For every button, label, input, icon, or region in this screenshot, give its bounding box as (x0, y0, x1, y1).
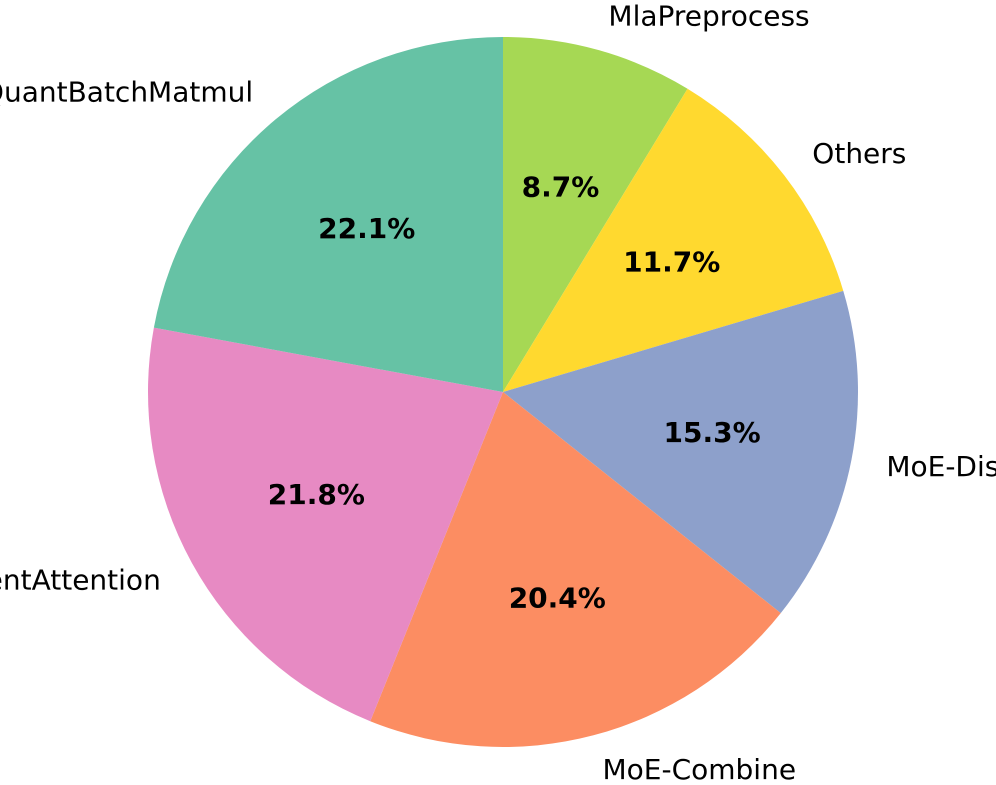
pct-label-quantbatchmatmul: 22.1% (318, 212, 415, 245)
category-label-quantbatchmatmul: QuantBatchMatmul (0, 75, 253, 108)
pct-label-moe-dispatch: 15.3% (664, 416, 761, 449)
pie-slice-others (503, 88, 844, 393)
pct-label-moe-combine: 20.4% (509, 581, 606, 614)
pct-label-mlapreprocess: 8.7% (522, 170, 600, 203)
pie-slice-moe-dispatch (503, 290, 858, 614)
pie-slice-multilatentattention (147, 327, 504, 722)
pct-label-multilatentattention: 21.8% (268, 478, 365, 511)
pie-slice-mlapreprocess (503, 37, 688, 392)
percentage-labels: 8.7% 11.7% 15.3% 20.4% 21.8% 22.1% (268, 170, 761, 614)
category-label-moe-combine: MoE-Combine (602, 753, 796, 785)
category-label-others: Others (812, 137, 906, 170)
pie-slice-quantbatchmatmul (153, 36, 503, 393)
pie-slices (147, 36, 858, 747)
category-label-mlapreprocess: MlaPreprocess (608, 0, 809, 32)
category-label-multilatentattention: MultiLatentAttention (0, 564, 161, 597)
category-label-moe-dispatch: MoE-Dispatch (886, 450, 996, 483)
pie-slice-moe-combine (370, 392, 781, 747)
pct-label-others: 11.7% (623, 245, 720, 278)
